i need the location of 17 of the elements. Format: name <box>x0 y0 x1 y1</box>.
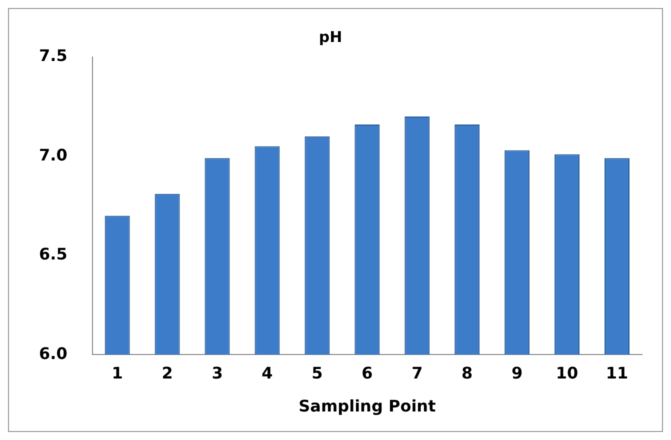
x-tick-label: 6 <box>362 363 373 382</box>
y-tick-label: 7.5 <box>39 46 68 66</box>
x-tick-label: 5 <box>312 363 323 382</box>
x-tick-label: 11 <box>606 363 628 382</box>
y-tick-label: 7.0 <box>39 145 68 164</box>
y-tick-label: 6.5 <box>39 244 68 264</box>
x-tick-label: 1 <box>112 363 123 382</box>
x-tick-label: 9 <box>512 363 523 382</box>
x-tick-label: 8 <box>462 363 473 382</box>
x-axis-title: Sampling Point <box>298 396 436 416</box>
chart-title: pH <box>318 28 342 46</box>
x-tick-label: 7 <box>412 363 423 382</box>
x-tick-label: 3 <box>212 363 223 382</box>
x-tick-label: 4 <box>262 363 273 382</box>
y-tick-label: 6.0 <box>39 344 68 363</box>
x-tick-label: 10 <box>556 363 578 382</box>
x-tick-label: 2 <box>162 363 173 382</box>
